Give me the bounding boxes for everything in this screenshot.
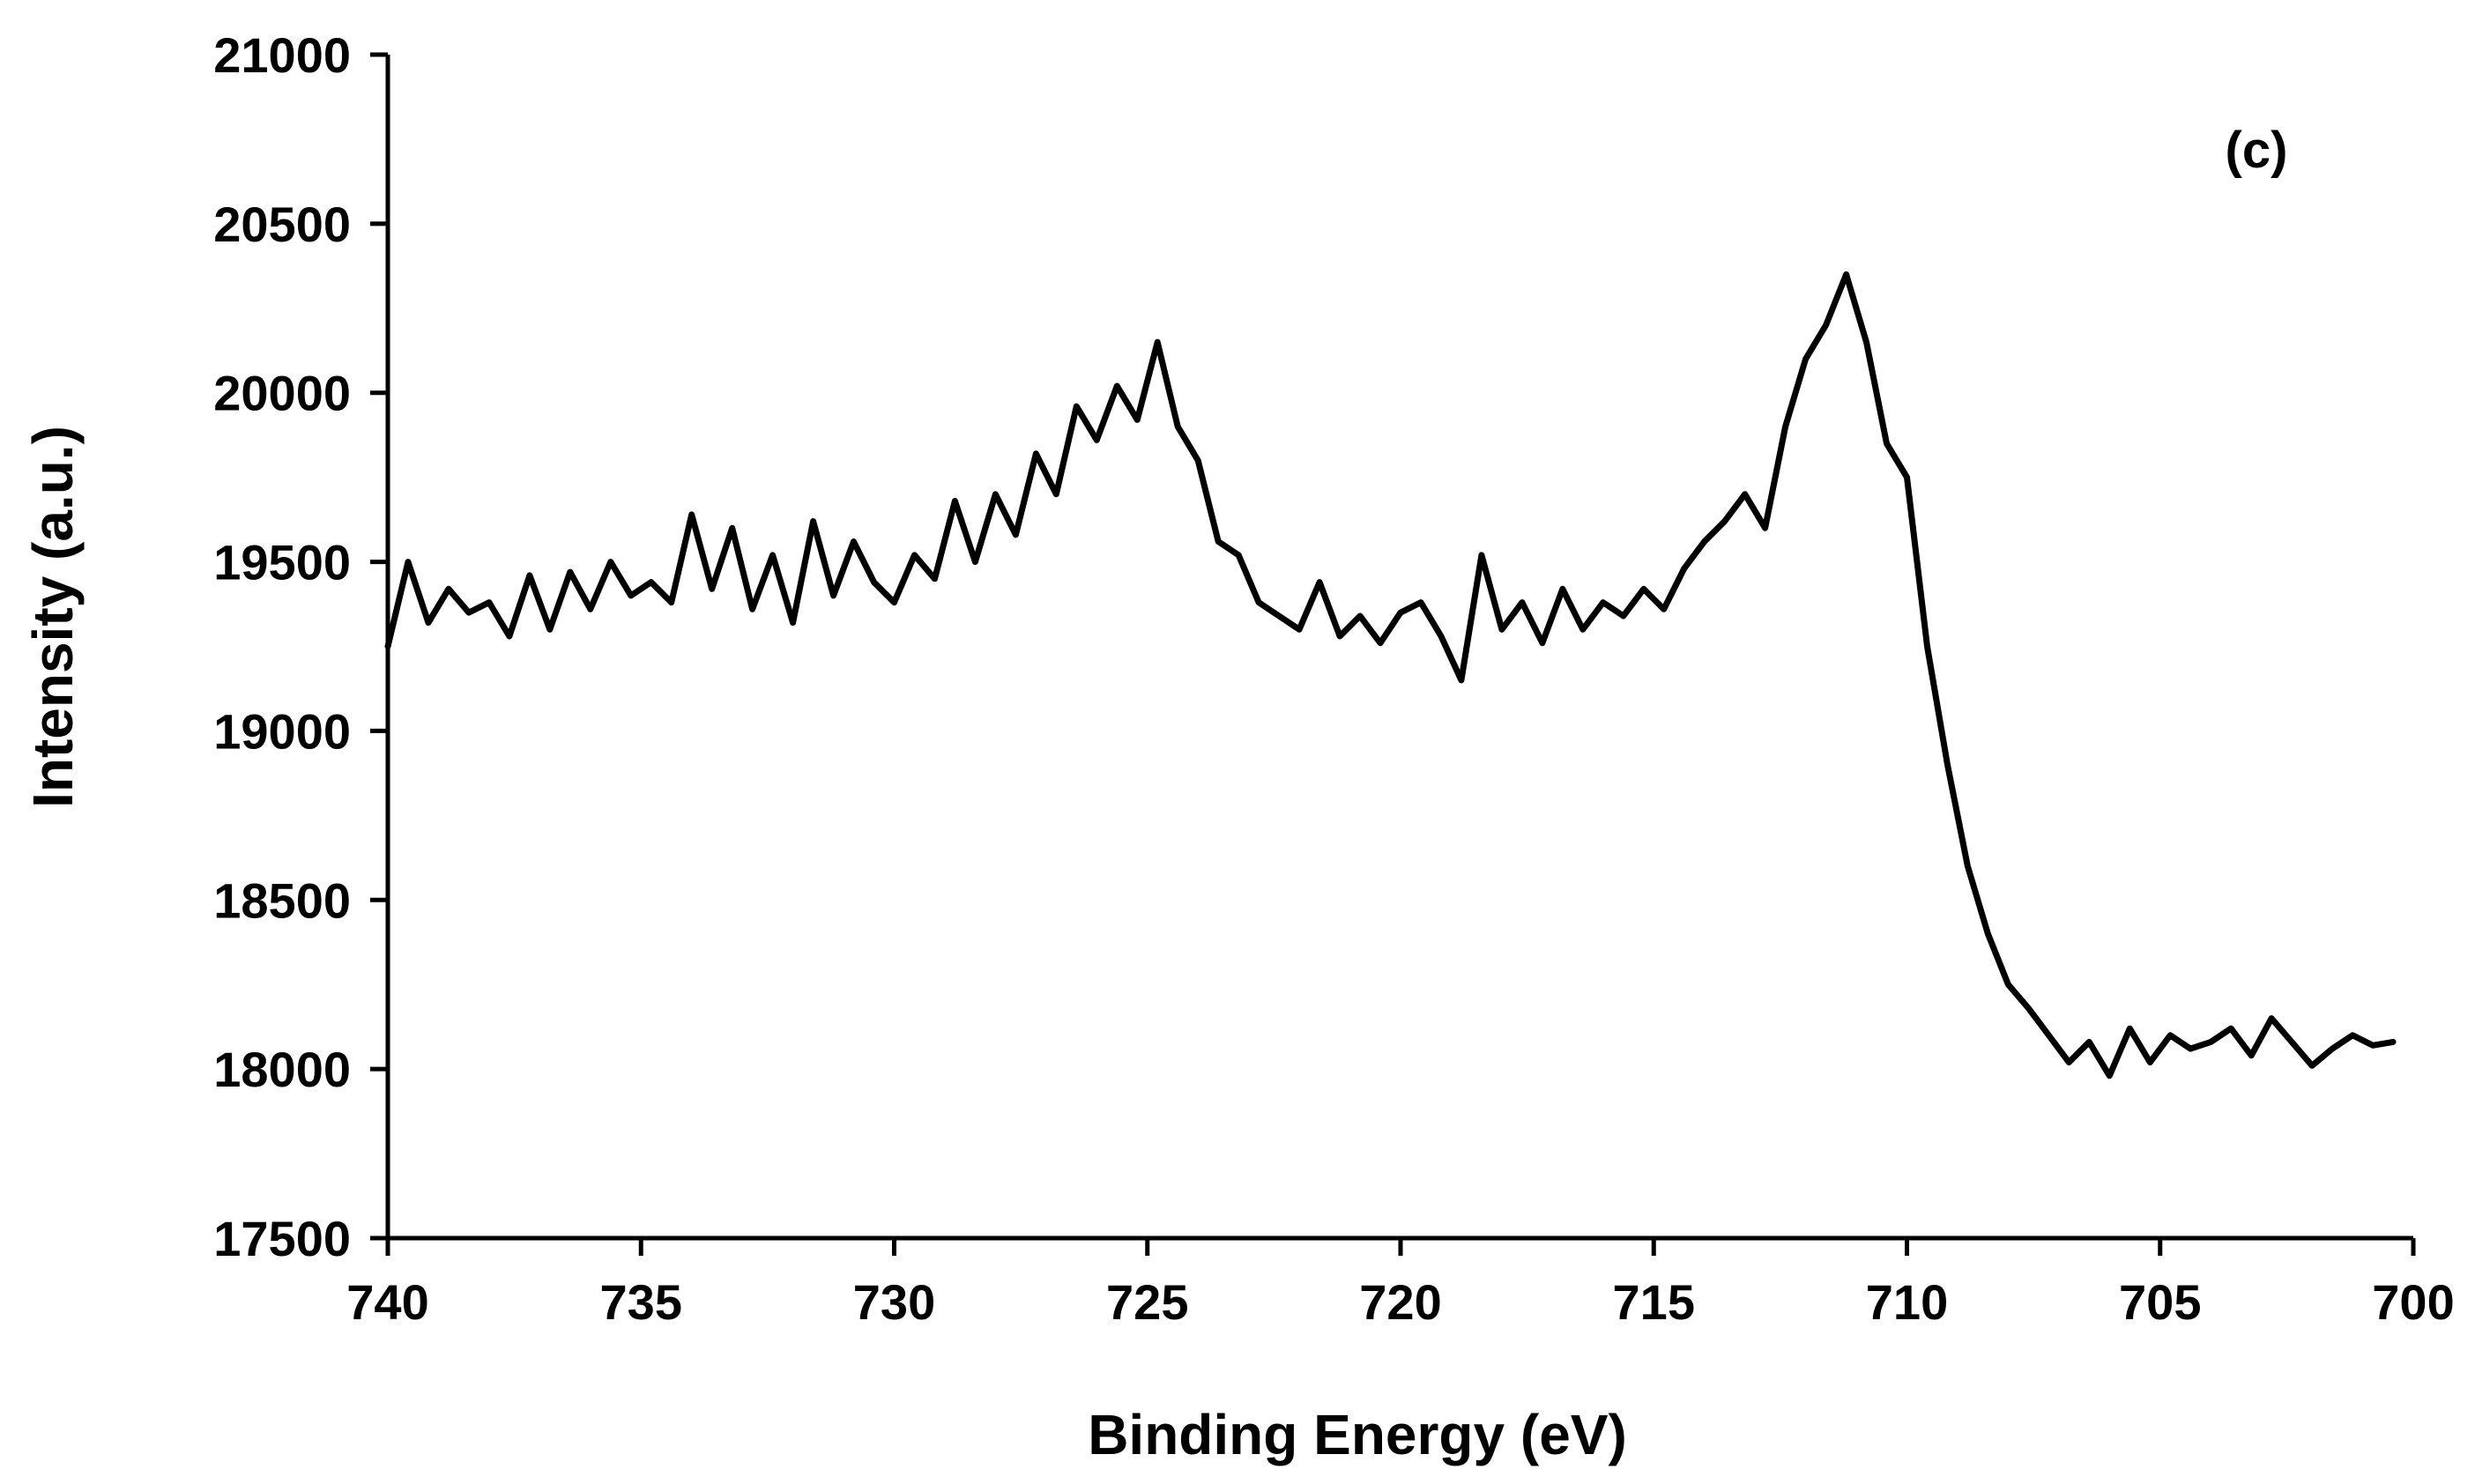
axes [385,55,2413,1241]
plot-lines [384,271,2397,1080]
y-axis-title: Intensity (a.u.) [21,426,85,808]
y-tick-label: 17500 [213,1211,351,1266]
x-tick-label: 705 [2119,1274,2201,1330]
series-line-0 [384,271,2397,1080]
x-tick-label: 725 [1106,1274,1188,1330]
x-tick-label: 720 [1359,1274,1441,1330]
y-ticks: 17500 18000 18500 19000 19500 20000 20500 21000 [213,27,388,1266]
y-tick-label: 19000 [213,703,351,759]
x-tick-label: 730 [853,1274,935,1330]
y-tick-label: 21000 [213,27,351,83]
x-tick-label: 700 [2372,1274,2454,1330]
y-tick-label: 20500 [213,197,351,252]
x-ticks: 740 735 730 725 720 715 710 705 700 [346,1238,2455,1330]
y-tick-label: 18500 [213,872,351,928]
panel-label: (c) [2226,122,2288,179]
x-tick-label: 715 [1613,1274,1695,1330]
y-tick-label: 19500 [213,535,351,590]
x-axis-title: Binding Energy (eV) [1088,1403,1627,1466]
x-tick-label: 740 [346,1274,428,1330]
x-tick-label: 710 [1866,1274,1948,1330]
x-tick-label: 735 [600,1274,682,1330]
y-tick-label: 20000 [213,366,351,421]
y-tick-label: 18000 [213,1042,351,1097]
